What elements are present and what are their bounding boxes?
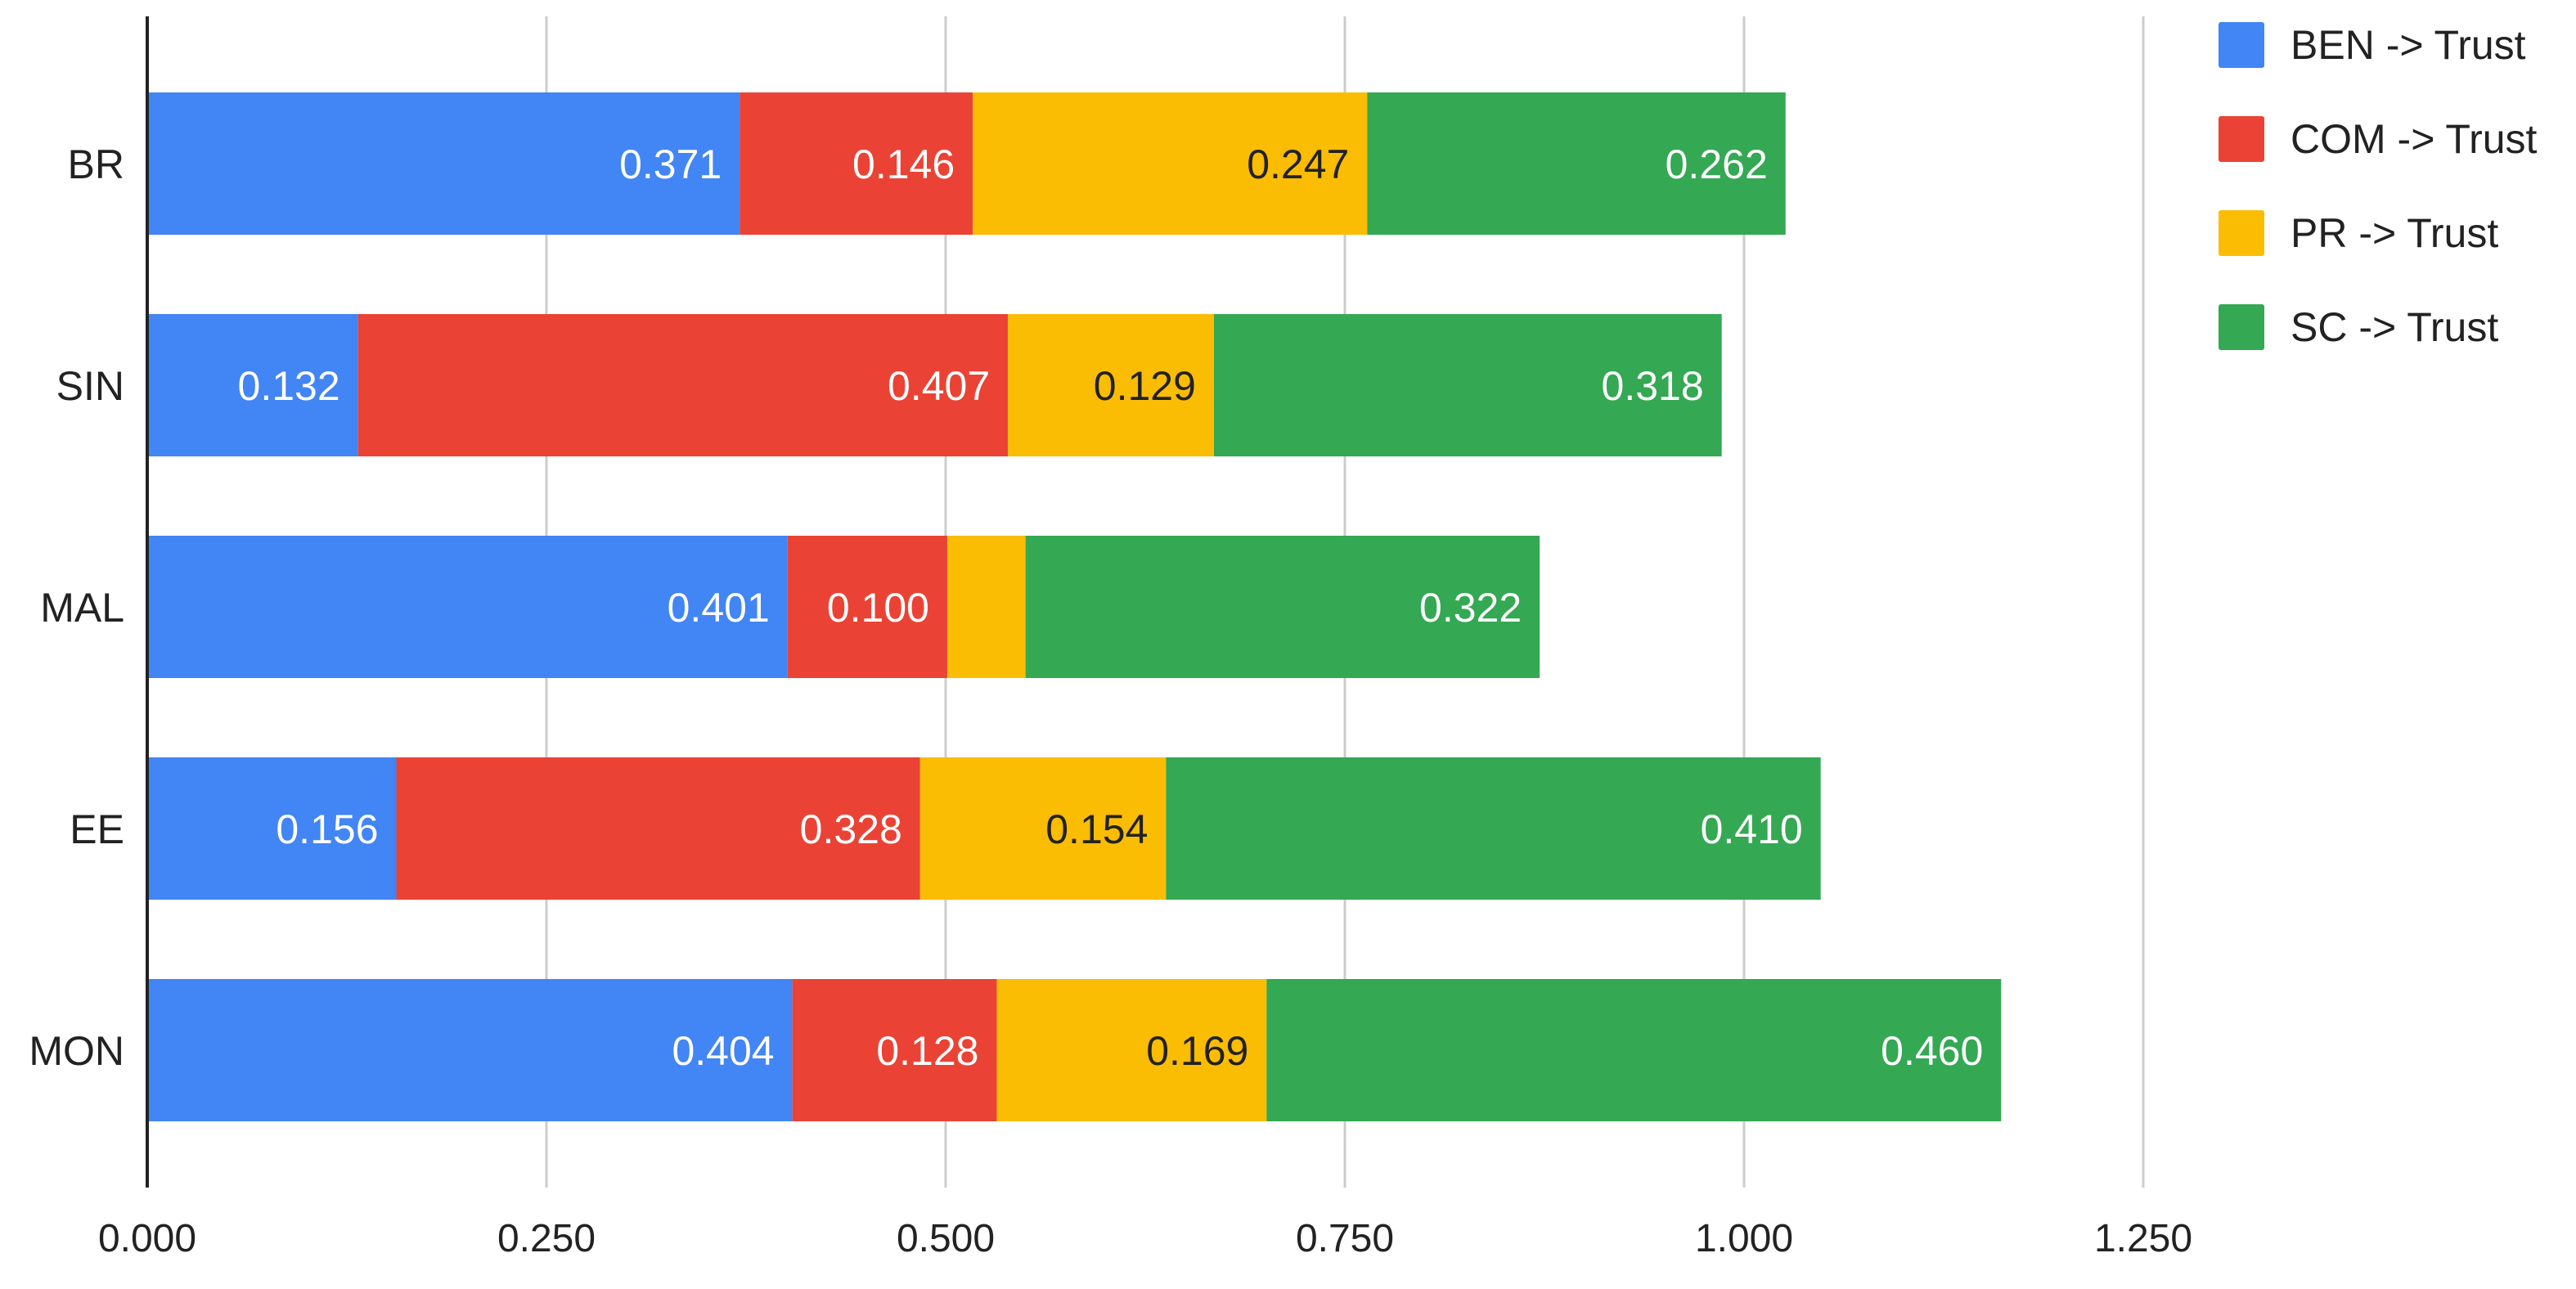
bar-segment [1367, 92, 1786, 235]
legend-swatch [2219, 210, 2264, 256]
bar-segment [147, 757, 397, 900]
legend-swatch [2219, 116, 2264, 162]
bar-segment [147, 536, 788, 678]
data-label: 0.371 [619, 141, 722, 187]
legend-swatch [2219, 304, 2264, 350]
bar-segment [147, 314, 358, 456]
bar-segment [147, 92, 740, 235]
data-label: 0.262 [1666, 141, 1768, 187]
category-label: SIN [56, 363, 124, 409]
bar-segment [1025, 536, 1540, 678]
x-tick-label: 0.000 [98, 1217, 196, 1260]
x-tick-label: 0.750 [1296, 1217, 1394, 1260]
data-label: 0.410 [1701, 806, 1803, 852]
x-tick-label: 0.250 [497, 1217, 596, 1260]
data-label: 0.404 [672, 1028, 774, 1074]
bar-segment [740, 92, 973, 235]
data-label: 0.146 [852, 141, 955, 187]
legend-label: COM -> Trust [2291, 116, 2538, 162]
y-axis: BR SIN MAL EE MON [29, 16, 149, 1188]
bars: 0.371 0.146 0.247 0.262 0.132 0.407 0.129 0.318… [147, 92, 2002, 1121]
legend-label: SC -> Trust [2291, 304, 2498, 350]
data-label: 0.128 [876, 1028, 978, 1074]
x-axis: 0.000 0.250 0.500 0.750 1.000 1.250 [98, 1217, 2192, 1260]
x-tick-label: 0.500 [897, 1217, 995, 1260]
data-label: 0.154 [1045, 806, 1148, 852]
category-label: BR [68, 141, 124, 187]
bar-segment [147, 979, 793, 1121]
legend-label: PR -> Trust [2291, 210, 2498, 256]
bar-segment [1166, 757, 1821, 900]
bar-segment [996, 979, 1267, 1121]
data-label: 0.247 [1247, 141, 1349, 187]
legend-label: BEN -> Trust [2291, 22, 2526, 68]
bar-segment [792, 979, 997, 1121]
bar-segment [973, 92, 1368, 235]
data-label: 0.100 [827, 585, 929, 631]
data-label: 0.401 [668, 585, 770, 631]
bar-segment [1213, 314, 1722, 456]
legend-swatch [2219, 22, 2264, 68]
bar-segment [357, 314, 1009, 456]
bar-segment [787, 536, 947, 678]
data-label: 0.129 [1094, 363, 1196, 409]
bar-segment [946, 536, 1026, 678]
data-label: 0.407 [888, 363, 990, 409]
bar-segment [396, 757, 920, 900]
category-label: MON [29, 1028, 124, 1074]
data-label: 0.460 [1881, 1028, 1983, 1074]
data-label: 0.328 [800, 806, 902, 852]
x-tick-label: 1.000 [1695, 1217, 1793, 1260]
x-tick-label: 1.250 [2094, 1217, 2192, 1260]
data-label: 0.318 [1602, 363, 1704, 409]
bar-segment [919, 757, 1167, 900]
category-label: MAL [40, 585, 124, 631]
bar-segment [1008, 314, 1214, 456]
legend: BEN -> Trust COM -> Trust PR -> Trust SC ->… [2219, 22, 2538, 350]
category-label: EE [70, 806, 124, 852]
data-label: 0.132 [238, 363, 340, 409]
bar-segment [1266, 979, 2002, 1121]
data-label: 0.169 [1146, 1028, 1248, 1074]
data-label: 0.322 [1419, 585, 1522, 631]
data-label: 0.156 [276, 806, 378, 852]
